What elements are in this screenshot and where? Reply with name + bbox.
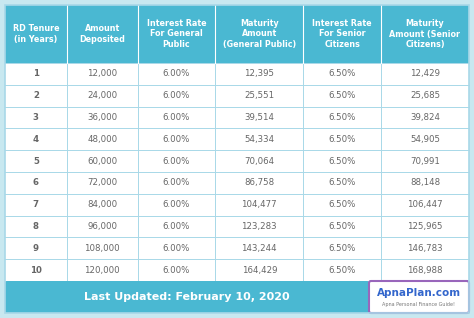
Text: 54,334: 54,334 <box>244 135 274 144</box>
Text: 12,000: 12,000 <box>87 69 118 79</box>
Text: 168,988: 168,988 <box>407 266 443 275</box>
Text: 96,000: 96,000 <box>87 222 117 231</box>
Text: 24,000: 24,000 <box>87 91 118 100</box>
Text: Amount
Deposited: Amount Deposited <box>79 24 125 44</box>
Bar <box>5 150 469 172</box>
Text: 6.50%: 6.50% <box>328 135 356 144</box>
Text: 60,000: 60,000 <box>87 156 118 166</box>
Text: 2: 2 <box>33 91 39 100</box>
Bar <box>5 194 469 216</box>
Text: 6.50%: 6.50% <box>328 69 356 79</box>
Text: 70,991: 70,991 <box>410 156 440 166</box>
Bar <box>5 5 469 281</box>
Text: Maturity
Amount
(General Public): Maturity Amount (General Public) <box>223 19 296 49</box>
Text: 12,395: 12,395 <box>244 69 274 79</box>
Text: 6.50%: 6.50% <box>328 178 356 187</box>
Text: 54,905: 54,905 <box>410 135 440 144</box>
Text: 6.00%: 6.00% <box>163 156 190 166</box>
Text: 6.50%: 6.50% <box>328 222 356 231</box>
Text: 1: 1 <box>33 69 39 79</box>
Text: 6.00%: 6.00% <box>163 91 190 100</box>
Text: Maturity
Amount (Senior
Citizens): Maturity Amount (Senior Citizens) <box>390 19 460 49</box>
Text: 120,000: 120,000 <box>84 266 120 275</box>
Text: 10: 10 <box>30 266 42 275</box>
Text: 8: 8 <box>33 222 39 231</box>
Text: Last Updated: February 10, 2020: Last Updated: February 10, 2020 <box>84 292 290 302</box>
Text: 7: 7 <box>33 200 39 209</box>
Text: 123,283: 123,283 <box>241 222 277 231</box>
Text: 6.50%: 6.50% <box>328 266 356 275</box>
Text: 84,000: 84,000 <box>87 200 118 209</box>
Text: 125,965: 125,965 <box>407 222 443 231</box>
Text: 6.50%: 6.50% <box>328 200 356 209</box>
Text: 6.00%: 6.00% <box>163 69 190 79</box>
Text: 106,447: 106,447 <box>407 200 443 209</box>
Text: RD Tenure
(in Years): RD Tenure (in Years) <box>13 24 59 44</box>
Text: 25,685: 25,685 <box>410 91 440 100</box>
Text: 6.00%: 6.00% <box>163 178 190 187</box>
Text: 48,000: 48,000 <box>87 135 118 144</box>
Text: 164,429: 164,429 <box>242 266 277 275</box>
Text: 6.00%: 6.00% <box>163 135 190 144</box>
Text: 86,758: 86,758 <box>244 178 274 187</box>
Bar <box>5 216 469 238</box>
Bar <box>5 85 469 107</box>
Text: 6.00%: 6.00% <box>163 113 190 122</box>
Text: Apna Personal Finance Guide!: Apna Personal Finance Guide! <box>383 301 456 307</box>
Text: 36,000: 36,000 <box>87 113 118 122</box>
Text: 146,783: 146,783 <box>407 244 443 253</box>
Text: 6.00%: 6.00% <box>163 222 190 231</box>
Text: 6.00%: 6.00% <box>163 266 190 275</box>
Text: 6.50%: 6.50% <box>328 156 356 166</box>
Text: 143,244: 143,244 <box>241 244 277 253</box>
Text: 104,477: 104,477 <box>241 200 277 209</box>
Text: 4: 4 <box>33 135 39 144</box>
Bar <box>5 5 469 63</box>
Bar <box>5 107 469 128</box>
Text: 6.00%: 6.00% <box>163 244 190 253</box>
Text: 25,551: 25,551 <box>244 91 274 100</box>
Text: 39,824: 39,824 <box>410 113 440 122</box>
Text: 3: 3 <box>33 113 39 122</box>
Bar <box>5 281 469 313</box>
Text: Interest Rate
For Senior
Citizens: Interest Rate For Senior Citizens <box>312 19 372 49</box>
Bar <box>5 172 469 194</box>
Text: 6.50%: 6.50% <box>328 113 356 122</box>
Text: 39,514: 39,514 <box>244 113 274 122</box>
Text: 6.50%: 6.50% <box>328 244 356 253</box>
Bar <box>5 259 469 281</box>
Text: 6.00%: 6.00% <box>163 200 190 209</box>
Text: ApnaPlan.com: ApnaPlan.com <box>377 288 461 298</box>
Text: 108,000: 108,000 <box>84 244 120 253</box>
Text: 88,148: 88,148 <box>410 178 440 187</box>
Text: 5: 5 <box>33 156 39 166</box>
FancyBboxPatch shape <box>369 281 469 313</box>
Bar <box>5 63 469 85</box>
Text: 72,000: 72,000 <box>87 178 118 187</box>
Text: 9: 9 <box>33 244 39 253</box>
Text: Interest Rate
For General
Public: Interest Rate For General Public <box>146 19 206 49</box>
Bar <box>5 128 469 150</box>
Text: 6: 6 <box>33 178 39 187</box>
Text: 12,429: 12,429 <box>410 69 440 79</box>
Text: 6.50%: 6.50% <box>328 91 356 100</box>
Bar <box>5 238 469 259</box>
Text: 70,064: 70,064 <box>244 156 274 166</box>
FancyBboxPatch shape <box>5 281 369 313</box>
